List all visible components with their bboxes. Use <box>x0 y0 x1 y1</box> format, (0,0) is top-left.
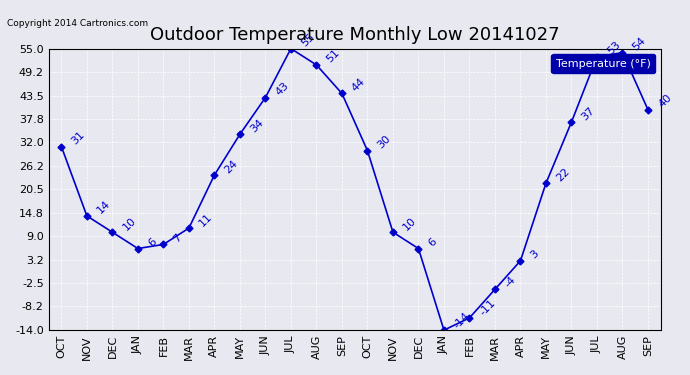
Text: 22: 22 <box>554 166 571 183</box>
Legend: Temperature (°F): Temperature (°F) <box>551 54 656 73</box>
Text: -4: -4 <box>503 274 518 290</box>
Text: 44: 44 <box>351 76 367 93</box>
Text: 43: 43 <box>274 81 290 98</box>
Text: 10: 10 <box>402 215 418 232</box>
Text: 6: 6 <box>146 237 158 249</box>
Text: 51: 51 <box>325 48 342 65</box>
Text: 34: 34 <box>248 117 265 134</box>
Text: 14: 14 <box>95 199 112 216</box>
Text: 11: 11 <box>197 211 214 228</box>
Text: -11: -11 <box>477 298 497 318</box>
Text: 6: 6 <box>427 237 439 249</box>
Text: 7: 7 <box>172 232 184 244</box>
Text: 24: 24 <box>223 158 240 175</box>
Text: 55: 55 <box>299 32 316 49</box>
Text: 3: 3 <box>529 249 541 261</box>
Title: Outdoor Temperature Monthly Low 20141027: Outdoor Temperature Monthly Low 20141027 <box>150 26 560 44</box>
Text: 30: 30 <box>376 134 393 151</box>
Text: 53: 53 <box>605 40 622 57</box>
Text: 10: 10 <box>121 215 138 232</box>
Text: 40: 40 <box>656 93 673 110</box>
Text: 37: 37 <box>580 105 597 122</box>
Text: Copyright 2014 Cartronics.com: Copyright 2014 Cartronics.com <box>7 19 148 28</box>
Text: 54: 54 <box>631 36 648 52</box>
Text: 31: 31 <box>70 129 87 147</box>
Text: -14: -14 <box>452 310 472 330</box>
